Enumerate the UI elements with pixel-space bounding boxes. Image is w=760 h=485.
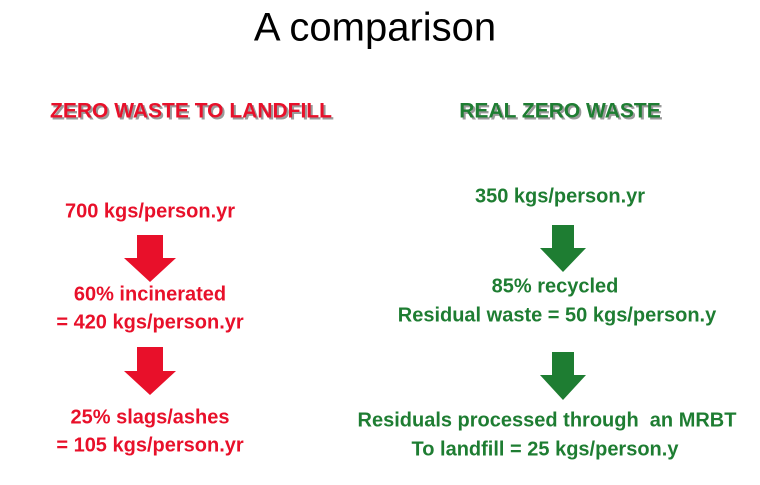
arrow [540, 225, 586, 272]
heading: REAL ZERO WASTE [459, 100, 660, 123]
step-text: Residual waste = 50 kgs/person.y [398, 304, 717, 326]
step-text: = 105 kgs/person.yr [56, 434, 244, 456]
step-text: = 420 kgs/person.yr [56, 311, 244, 333]
step-text: 60% incinerated [74, 283, 226, 305]
arrow [124, 235, 176, 282]
heading-shadow: ZERO WASTE TO LANDFILL [52, 102, 334, 125]
step-text: 85% recycled [492, 275, 619, 297]
step-text: 25% slags/ashes [71, 406, 230, 428]
heading: ZERO WASTE TO LANDFILL [50, 100, 332, 123]
arrow [540, 352, 586, 400]
slide-title: A comparison [254, 6, 496, 50]
step-text: Residuals processed through an MRBT [358, 409, 737, 431]
heading-shadow: REAL ZERO WASTE [461, 102, 662, 125]
step-text: To landfill = 25 kgs/person.y [412, 438, 680, 460]
step-text: 350 kgs/person.yr [475, 185, 645, 207]
step-text: 700 kgs/person.yr [65, 200, 235, 222]
arrow [124, 347, 176, 395]
